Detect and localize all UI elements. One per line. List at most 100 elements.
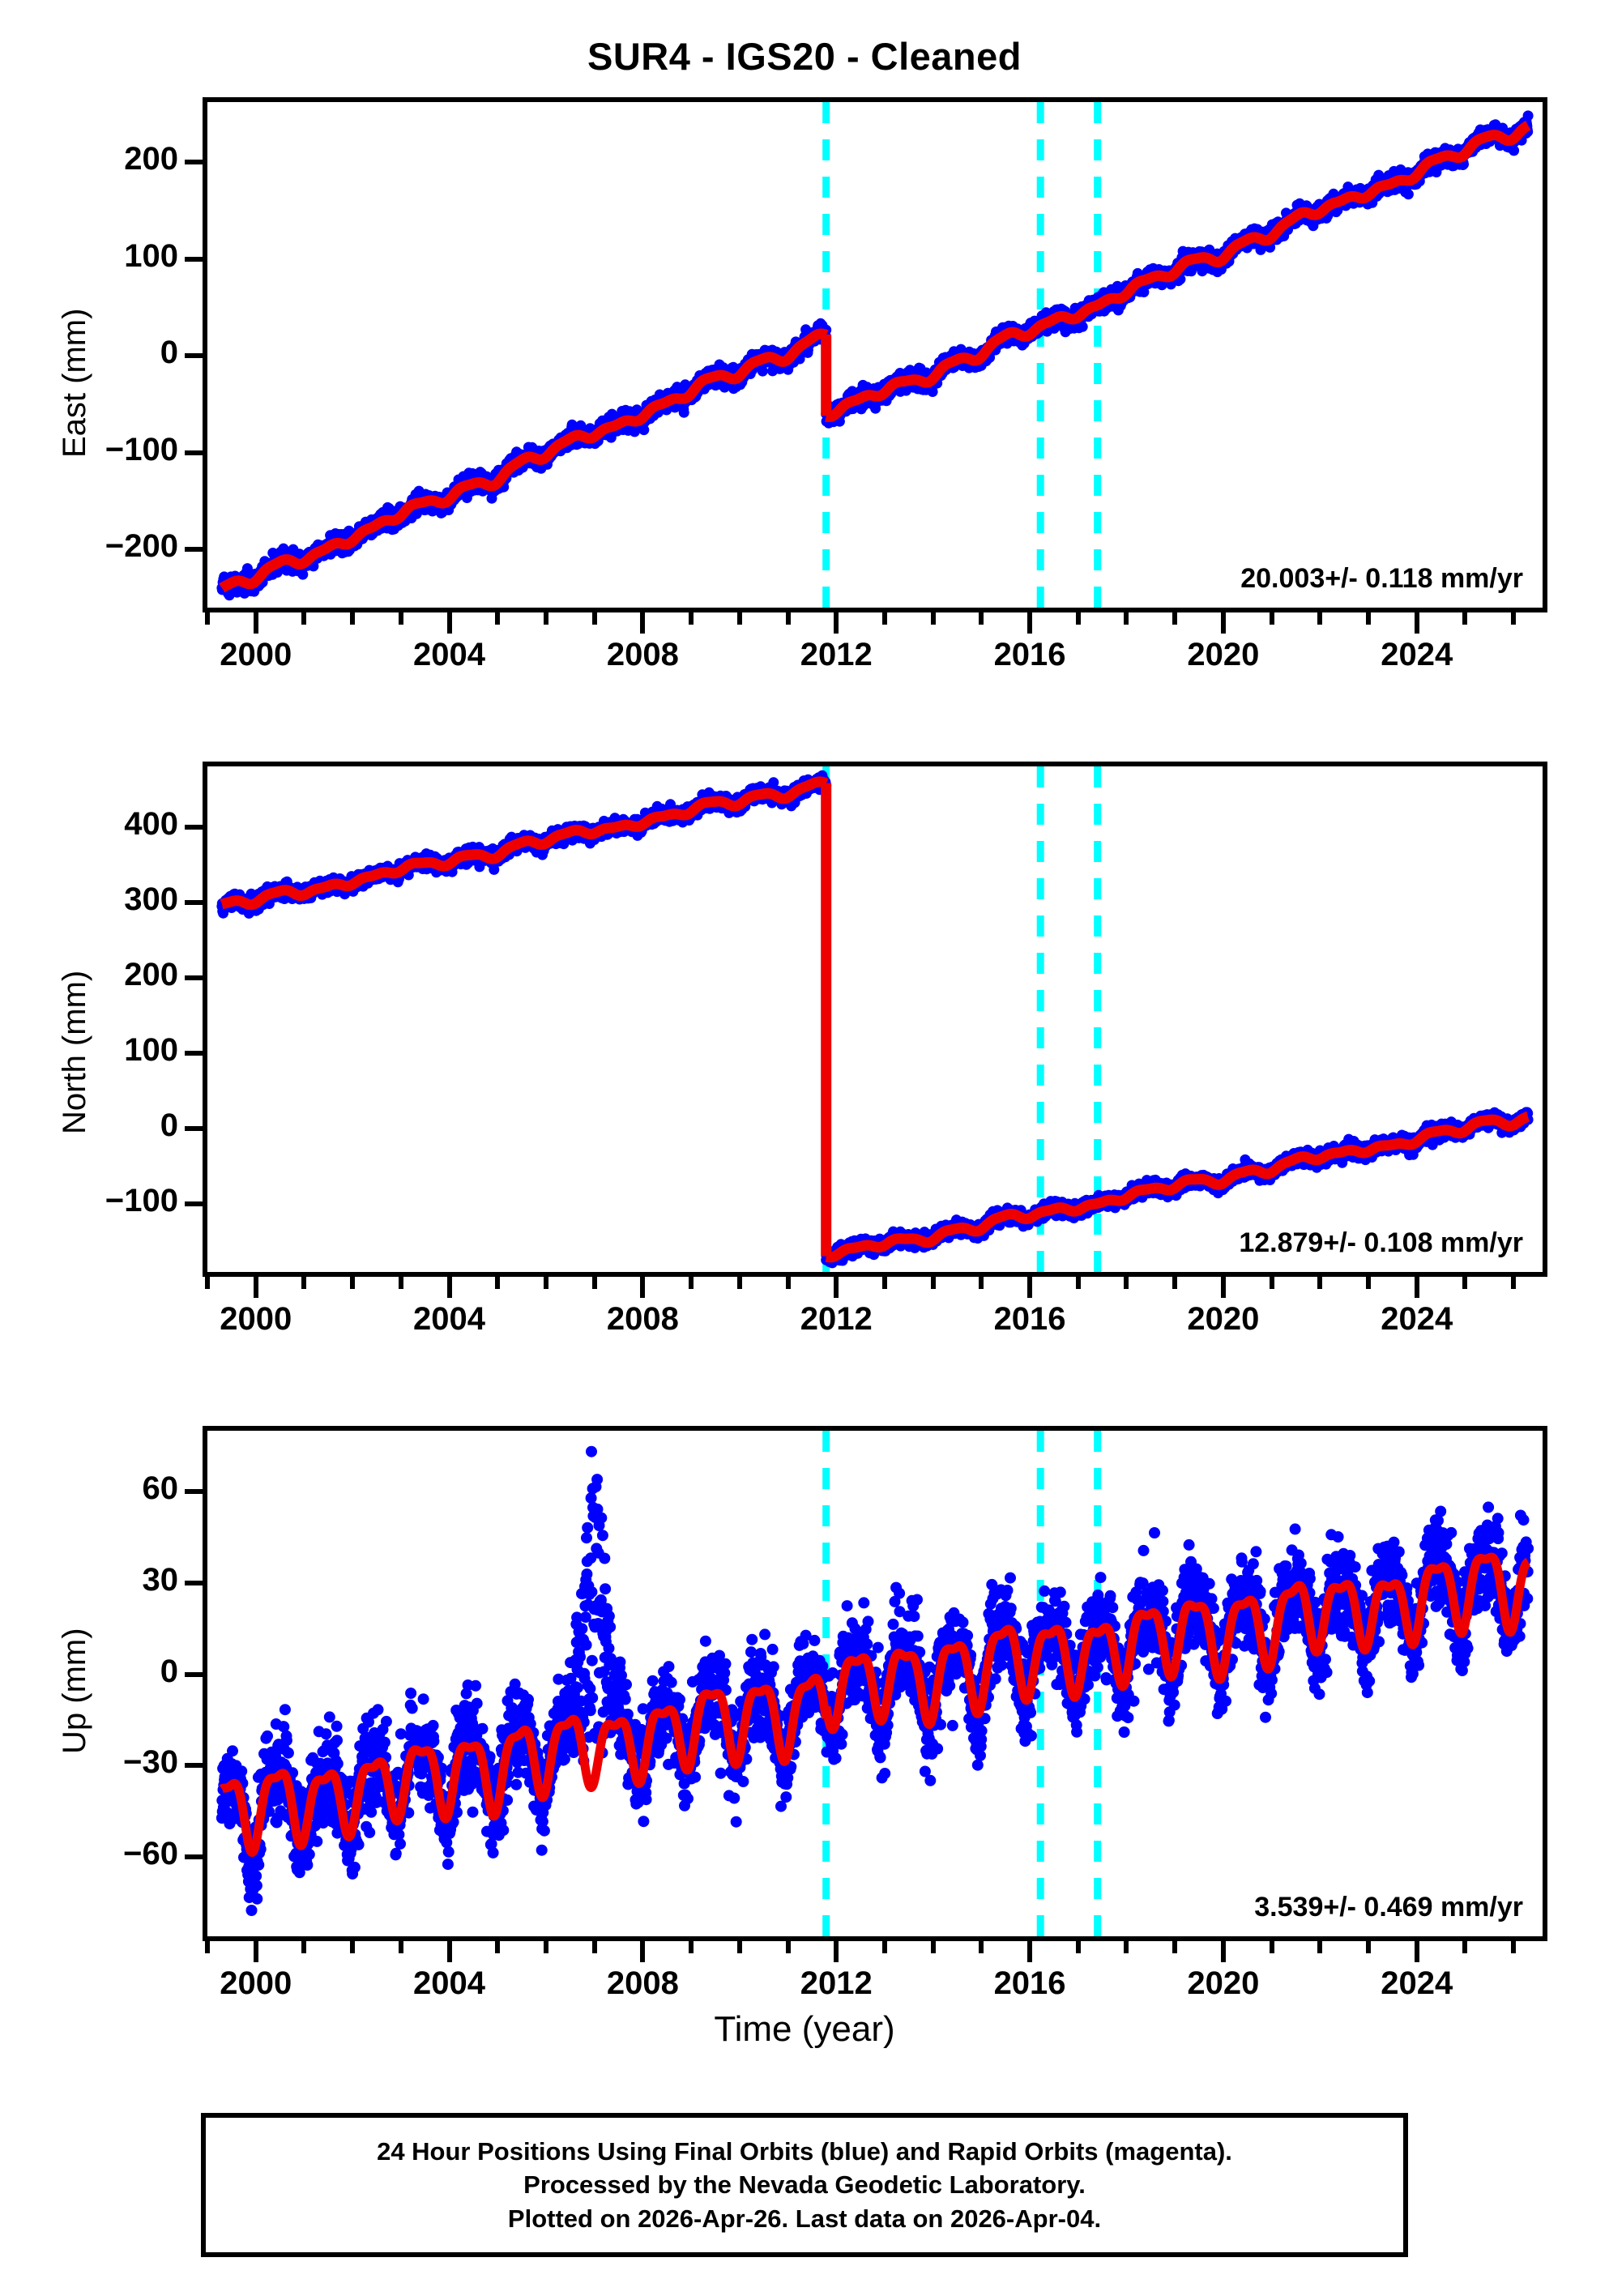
y-tick-mark	[185, 1126, 206, 1132]
y-tick-label: 200	[124, 956, 178, 992]
panel-north-frame	[203, 762, 1547, 1277]
x-tick-label: 2012	[800, 1301, 873, 1337]
panel-north	[203, 762, 1547, 1277]
y-tick-label: 200	[124, 141, 178, 177]
axis-label-time: Time (year)	[714, 2009, 895, 2049]
x-tick-mark-minor	[689, 612, 694, 625]
y-tick-mark	[185, 899, 206, 905]
x-tick-mark-minor	[881, 1277, 887, 1289]
x-tick-mark-minor	[1462, 612, 1468, 625]
y-tick-label: −60	[123, 1836, 178, 1872]
x-tick-mark-minor	[1511, 1277, 1517, 1289]
panel-east	[203, 97, 1547, 612]
x-tick-mark-minor	[1075, 612, 1081, 625]
y-tick-label: 0	[160, 335, 178, 371]
x-tick-mark-minor	[301, 1941, 307, 1953]
x-tick-label: 2016	[993, 1301, 1066, 1337]
x-tick-mark-major	[446, 1277, 452, 1298]
panel-east-frame	[203, 97, 1547, 612]
x-tick-mark-minor	[495, 1941, 501, 1953]
x-tick-mark-major	[1027, 1941, 1033, 1962]
model-trend	[216, 328, 831, 593]
y-tick-mark	[185, 1580, 206, 1585]
x-tick-mark-minor	[350, 1277, 356, 1289]
x-tick-mark-minor	[1124, 1941, 1129, 1953]
x-tick-label: 2016	[993, 1965, 1066, 2001]
x-tick-label: 2000	[220, 637, 292, 672]
y-tick-label: 400	[124, 805, 178, 842]
model-trend	[821, 120, 1534, 422]
x-tick-mark-minor	[881, 1941, 887, 1953]
y-tick-label: −200	[105, 528, 178, 565]
x-tick-mark-major	[640, 612, 646, 634]
x-tick-mark-major	[253, 1941, 258, 1962]
y-tick-label: 100	[124, 237, 178, 274]
footer-line-1: 24 Hour Positions Using Final Orbits (bl…	[377, 2136, 1232, 2166]
x-tick-label: 2004	[413, 1301, 486, 1337]
y-tick-label: −100	[105, 431, 178, 467]
x-tick-mark-major	[446, 612, 452, 634]
x-tick-mark-minor	[1317, 1941, 1323, 1953]
x-tick-label: 2020	[1187, 1301, 1260, 1337]
x-tick-mark-minor	[591, 1941, 597, 1953]
y-tick-mark	[185, 975, 206, 980]
x-tick-mark-minor	[591, 1277, 597, 1289]
x-tick-mark-major	[253, 1277, 258, 1298]
y-tick-mark	[185, 1050, 206, 1056]
x-tick-mark-minor	[689, 1277, 694, 1289]
y-tick-label: 300	[124, 881, 178, 917]
x-tick-mark-minor	[398, 1941, 403, 1953]
y-tick-mark	[185, 160, 206, 165]
x-tick-mark-minor	[785, 1277, 791, 1289]
x-tick-mark-minor	[930, 1941, 936, 1953]
x-tick-mark-minor	[1366, 1941, 1372, 1953]
footer-line-2: Processed by the Nevada Geodetic Laborat…	[523, 2170, 1086, 2200]
x-tick-mark-minor	[350, 612, 356, 625]
x-tick-label: 2004	[413, 1965, 486, 2001]
x-tick-mark-major	[834, 1941, 839, 1962]
y-tick-mark	[185, 1671, 206, 1677]
x-tick-mark-minor	[543, 612, 548, 625]
model-trend	[216, 776, 831, 911]
x-tick-mark-major	[640, 1277, 646, 1298]
x-tick-label: 2012	[800, 637, 873, 672]
x-tick-label: 2016	[993, 637, 1066, 672]
x-tick-mark-minor	[591, 612, 597, 625]
footer-box: 24 Hour Positions Using Final Orbits (bl…	[201, 2113, 1408, 2257]
x-tick-mark-minor	[495, 612, 501, 625]
x-tick-label: 2000	[220, 1965, 292, 2001]
x-tick-mark-minor	[1172, 612, 1178, 625]
x-tick-label: 2004	[413, 637, 486, 672]
rate-label-east: 20.003+/- 0.118 mm/yr	[1240, 563, 1523, 594]
rate-label-north: 12.879+/- 0.108 mm/yr	[1239, 1227, 1523, 1258]
x-tick-label: 2000	[220, 1301, 292, 1337]
x-tick-mark-minor	[398, 612, 403, 625]
y-tick-mark	[185, 1489, 206, 1495]
x-tick-mark-minor	[979, 1941, 984, 1953]
data-points	[216, 770, 1534, 1269]
x-tick-mark-minor	[1269, 612, 1274, 625]
x-tick-mark-minor	[979, 1277, 984, 1289]
x-tick-mark-major	[1414, 1277, 1419, 1298]
model-line	[216, 120, 1534, 593]
page-title: SUR4 - IGS20 - Cleaned	[587, 35, 1022, 78]
x-tick-mark-minor	[543, 1277, 548, 1289]
x-tick-mark-minor	[1462, 1941, 1468, 1953]
x-tick-mark-major	[1027, 1277, 1033, 1298]
x-tick-mark-minor	[1124, 1277, 1129, 1289]
panel-up	[203, 1426, 1547, 1941]
x-tick-mark-minor	[301, 1277, 307, 1289]
x-tick-mark-major	[1027, 612, 1033, 634]
y-tick-label: −100	[105, 1183, 178, 1219]
x-tick-mark-minor	[1124, 612, 1129, 625]
x-tick-label: 2008	[606, 1965, 679, 2001]
y-tick-mark	[185, 256, 206, 262]
x-tick-mark-minor	[301, 612, 307, 625]
x-tick-mark-minor	[1317, 612, 1323, 625]
y-tick-mark	[185, 547, 206, 553]
x-tick-mark-minor	[1366, 1277, 1372, 1289]
model-trend	[822, 1552, 1533, 1735]
x-tick-mark-minor	[1075, 1277, 1081, 1289]
x-tick-label: 2012	[800, 1965, 873, 2001]
